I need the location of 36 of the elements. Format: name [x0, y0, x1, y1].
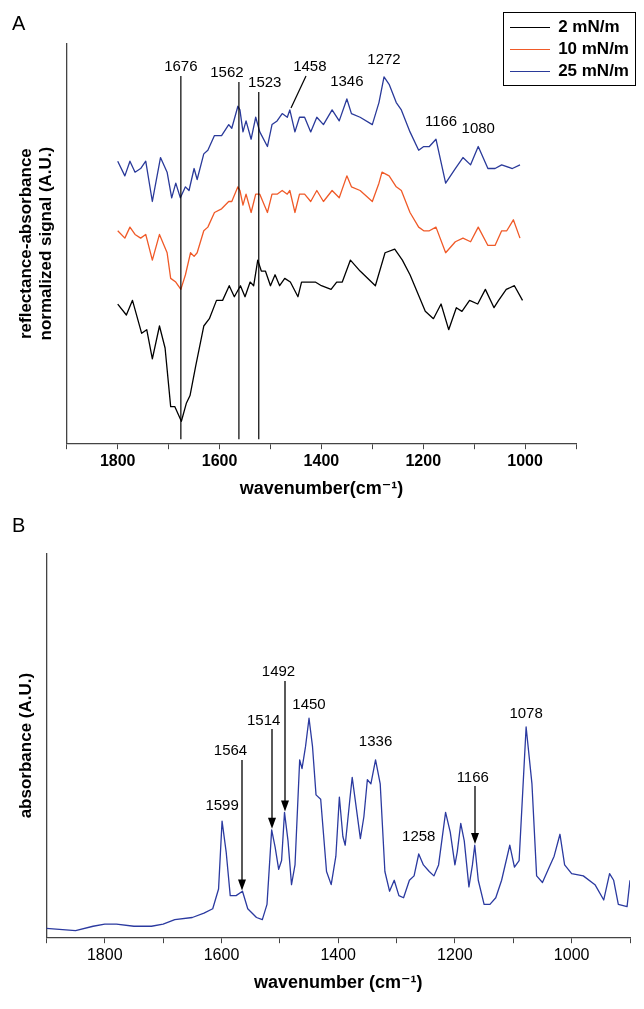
x-tick-label: 1400	[303, 452, 340, 470]
x-tick-label: 1600	[201, 452, 238, 470]
ref-line-label: 1523	[248, 72, 282, 90]
legend-label: 10 mN/m	[558, 38, 629, 60]
chart-title: B	[12, 513, 26, 536]
annotation: 1080	[461, 119, 495, 137]
annotation: 1458	[293, 56, 327, 74]
y-axis-title: absorbance (A.U.)	[15, 672, 35, 819]
x-axis-title: wavenumber(cm⁻¹)	[238, 478, 404, 499]
x-tick-label: 1800	[86, 946, 123, 964]
annotation: 1272	[367, 49, 401, 67]
x-tick-label: 1000	[553, 946, 590, 964]
annotation: 1514	[246, 710, 281, 728]
text: 1492	[261, 662, 296, 680]
x-tick-label: 1600	[203, 946, 240, 964]
y-axis-title: reflectance-absorbance normalized signal (A.U.)	[15, 146, 56, 341]
annotation: 1336	[358, 732, 393, 750]
annotation: 1166	[424, 111, 458, 129]
legend-label: 25 mN/m	[558, 60, 629, 82]
annotation: 1599	[205, 795, 239, 813]
x-tick-label: 1200	[405, 452, 442, 470]
x-axis-title: wavenumber (cm⁻¹)	[252, 972, 423, 993]
legend-label: 2 mN/m	[558, 16, 620, 38]
x-tick-label: 1000	[507, 452, 543, 470]
ref-line-label: 1676	[164, 56, 198, 74]
annotation: 1166	[456, 767, 489, 785]
annotation: 1078	[509, 703, 543, 721]
annotation: 1450	[292, 694, 326, 712]
x-tick-label: 1800	[99, 452, 136, 470]
annotation: 1564	[213, 741, 248, 759]
x-tick-label: 1200	[437, 946, 473, 964]
x-tick-label: 1400	[320, 946, 357, 964]
ref-line-label: 1562	[210, 62, 244, 80]
annotation: 1258	[402, 826, 436, 844]
annotation: 1346	[330, 71, 364, 89]
chart-title: A	[12, 11, 26, 34]
